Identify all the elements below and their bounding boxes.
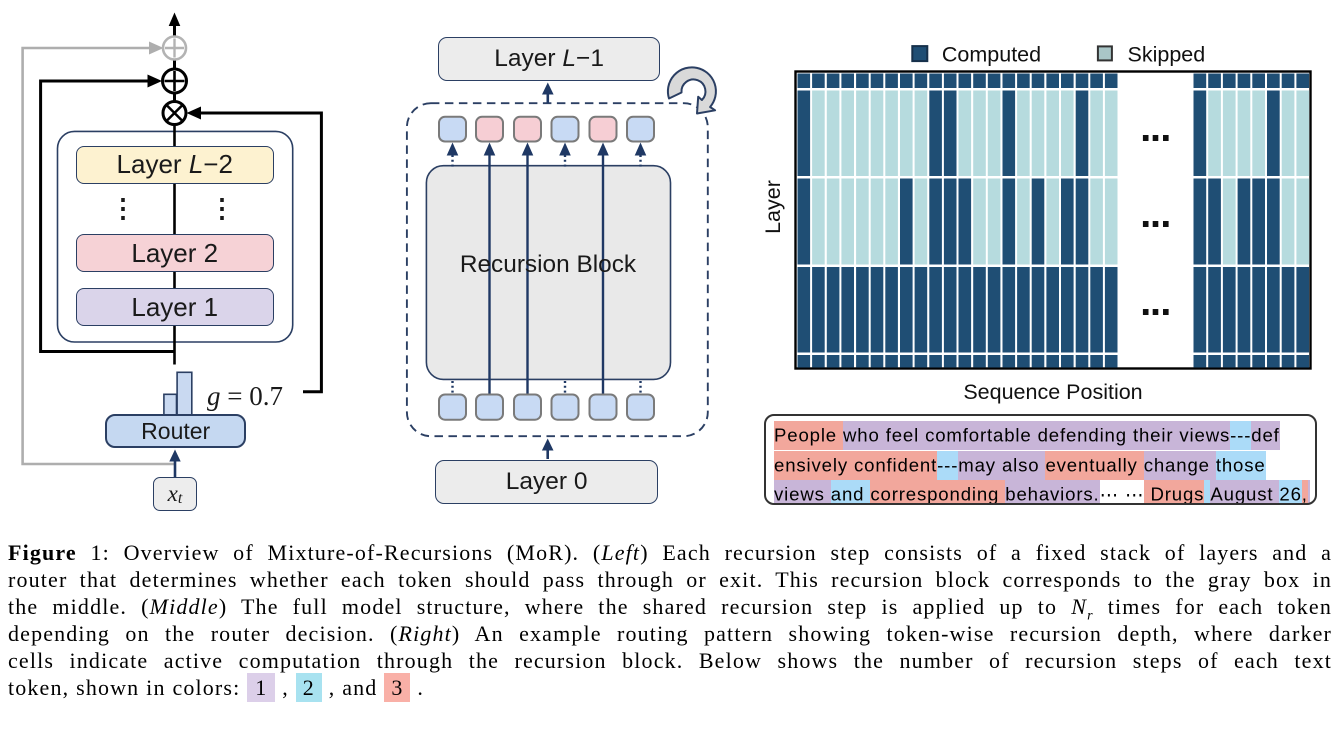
svg-text:Recursion Block: Recursion Block [460,251,637,278]
svg-text:Computed: Computed [942,43,1041,67]
svg-text:Sequence Position: Sequence Position [963,380,1142,404]
svg-text:Layer: Layer [761,180,785,234]
svg-text:Skipped: Skipped [1128,43,1206,67]
